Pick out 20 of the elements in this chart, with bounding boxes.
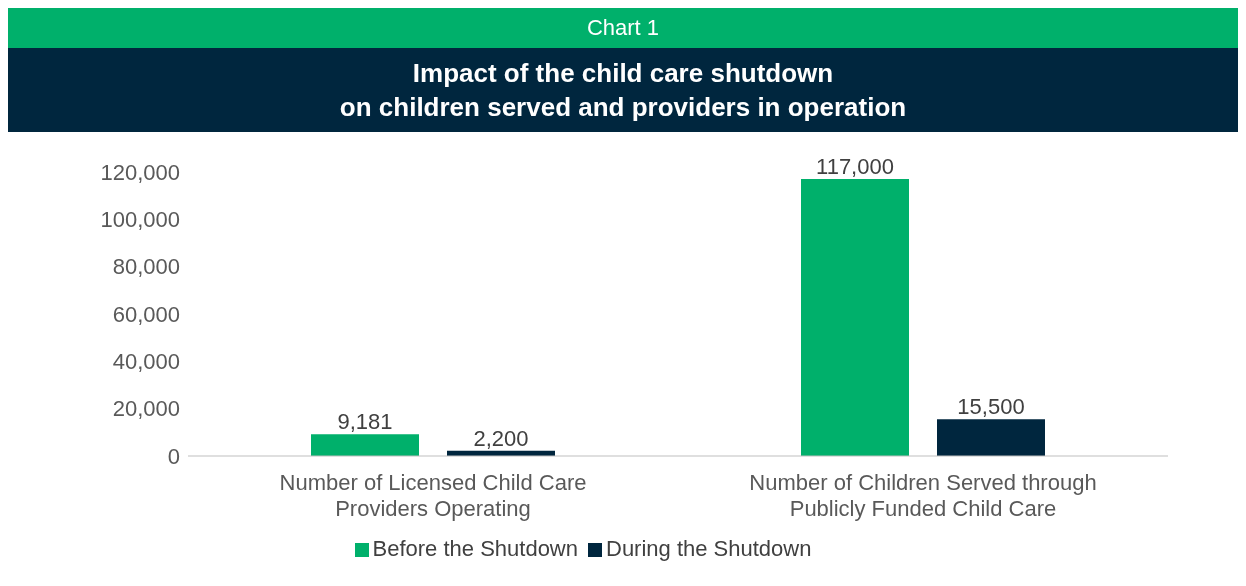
chart-title: Impact of the child care shutdown on children served and providers in operation <box>8 48 1238 132</box>
bar <box>937 419 1045 456</box>
x-tick-label: Number of Licensed Child Care Providers Operating <box>279 469 587 522</box>
data-label: 9,181 <box>337 409 393 435</box>
bar <box>311 434 419 456</box>
y-tick-label: 0 <box>167 443 180 469</box>
legend-label: During the Shutdown <box>606 536 812 561</box>
y-tick-label: 100,000 <box>100 207 180 233</box>
data-label: 15,500 <box>957 394 1025 420</box>
y-tick-label: 20,000 <box>112 396 180 422</box>
bar <box>801 179 909 456</box>
caption: Chart 1 <box>8 8 1238 48</box>
y-tick-label: 40,000 <box>112 349 180 375</box>
data-label: 117,000 <box>816 154 894 180</box>
y-tick-label: 120,000 <box>100 159 180 185</box>
legend-label: Before the Shutdown <box>372 536 578 561</box>
x-tick-label: Number of Children Served through Publicly Funded Child Care <box>749 469 1097 522</box>
y-tick-label: 60,000 <box>112 301 180 327</box>
data-label: 2,200 <box>473 425 529 451</box>
y-tick-label: 80,000 <box>112 254 180 280</box>
